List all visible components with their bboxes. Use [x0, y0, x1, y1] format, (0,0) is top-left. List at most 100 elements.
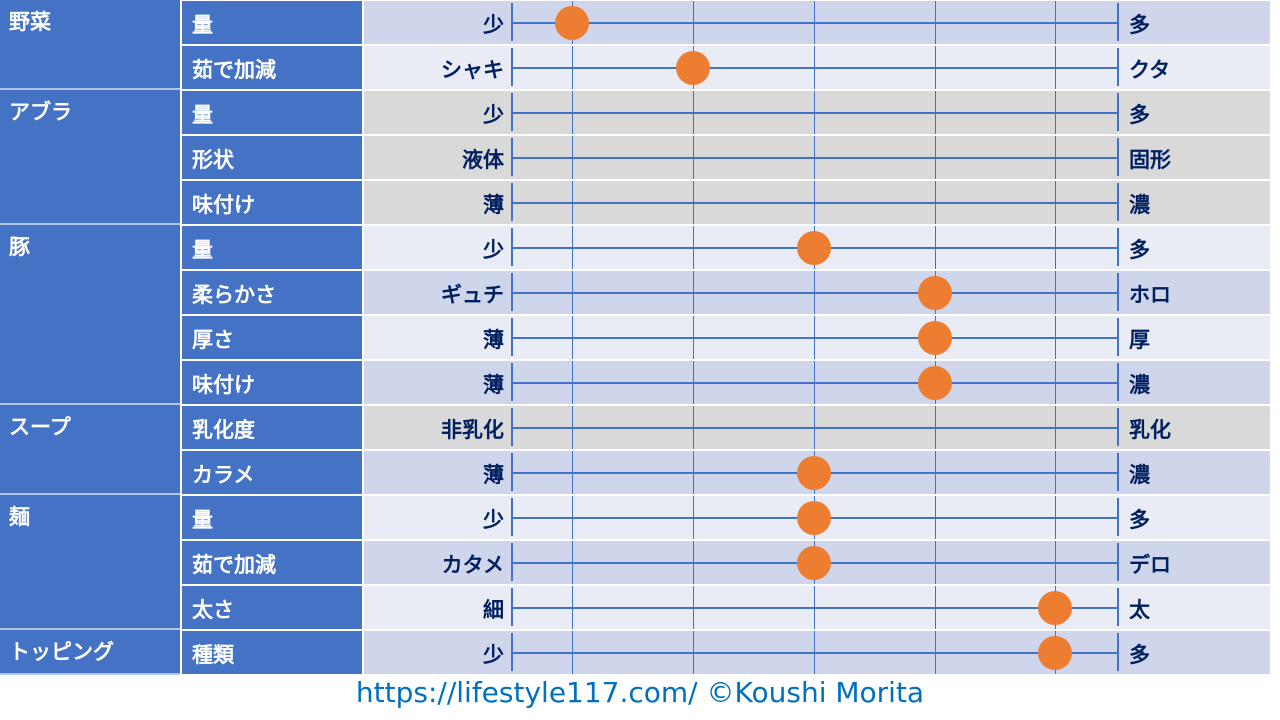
rating-dot	[1038, 591, 1073, 625]
category-cell: トッピング	[0, 630, 180, 675]
scale-tick	[693, 586, 695, 629]
scale-tick	[813, 91, 815, 134]
scale-end-left	[511, 318, 513, 356]
scale-tick	[1055, 361, 1057, 404]
scale-end-left	[511, 453, 513, 491]
scale-tick	[1055, 406, 1057, 449]
scale-end-left	[511, 48, 513, 86]
right-label: 濃	[1129, 193, 1150, 217]
scale-tick	[572, 361, 574, 404]
left-label: 薄	[483, 463, 504, 487]
scale-end-left	[511, 93, 513, 131]
item-cell: 太さ	[182, 586, 362, 629]
scale-tick	[572, 226, 574, 269]
left-label: 薄	[483, 328, 504, 352]
left-label: カタメ	[441, 553, 504, 577]
scale-tick	[572, 631, 574, 674]
rating-row: 少多	[364, 1, 1270, 44]
right-label: 濃	[1129, 373, 1150, 397]
scale-tick	[813, 1, 815, 44]
right-label: 厚	[1129, 328, 1150, 352]
scale-tick	[813, 271, 815, 314]
scale-tick	[934, 541, 936, 584]
scale-tick	[1055, 271, 1057, 314]
item-cell: 種類	[182, 631, 362, 674]
scale-tick	[572, 46, 574, 89]
scale-end-right	[1117, 3, 1119, 41]
item-cell: 乳化度	[182, 406, 362, 449]
right-label: 多	[1129, 238, 1150, 262]
category-cell: 野菜	[0, 0, 180, 90]
rating-dot	[917, 366, 952, 400]
scale-line	[512, 427, 1118, 429]
left-label: 薄	[483, 373, 504, 397]
scale-tick	[813, 361, 815, 404]
scale-tick	[1055, 46, 1057, 89]
scale-tick	[693, 316, 695, 359]
scale-line	[512, 607, 1118, 609]
scale-tick	[572, 451, 574, 494]
right-label: 多	[1129, 103, 1150, 127]
scale-end-right	[1117, 48, 1119, 86]
rating-row: 少多	[364, 496, 1270, 539]
scale-end-right	[1117, 633, 1119, 671]
scale-tick	[572, 316, 574, 359]
scale-end-right	[1117, 273, 1119, 311]
rating-dot	[1038, 636, 1073, 670]
scale-tick	[813, 46, 815, 89]
category-cell: アブラ	[0, 90, 180, 225]
scale-tick	[572, 541, 574, 584]
scale-tick	[934, 406, 936, 449]
right-label: 乳化	[1129, 418, 1171, 442]
right-label: ホロ	[1129, 283, 1171, 307]
scale-tick	[813, 316, 815, 359]
item-cell: 茹で加減	[182, 541, 362, 584]
scale-line	[512, 22, 1118, 24]
scale-end-left	[511, 228, 513, 266]
left-label: 液体	[462, 148, 504, 172]
scale-end-left	[511, 408, 513, 446]
scale-end-right	[1117, 318, 1119, 356]
scale-tick	[693, 406, 695, 449]
scale-line	[512, 112, 1118, 114]
rating-row: 薄濃	[364, 361, 1270, 404]
rating-dot	[917, 276, 952, 310]
scale-tick	[572, 181, 574, 224]
rating-row: 非乳化 乳化	[364, 406, 1270, 449]
rating-dot	[796, 501, 831, 535]
item-cell: 量	[182, 1, 362, 44]
left-label: 少	[483, 508, 504, 532]
rating-dot	[917, 321, 952, 355]
scale-end-right	[1117, 408, 1119, 446]
scale-line	[512, 202, 1118, 204]
scale-tick	[693, 1, 695, 44]
scale-tick	[693, 631, 695, 674]
right-label: 多	[1129, 643, 1150, 667]
scale-tick	[934, 496, 936, 539]
scale-tick	[934, 181, 936, 224]
scale-tick	[1055, 91, 1057, 134]
scale-tick	[693, 541, 695, 584]
left-label: ギュチ	[441, 283, 504, 307]
scale-end-left	[511, 588, 513, 626]
scale-tick	[1055, 496, 1057, 539]
left-label: 薄	[483, 193, 504, 217]
scale-line	[512, 292, 1118, 294]
item-cell: 量	[182, 91, 362, 134]
scale-tick	[813, 631, 815, 674]
right-label: デロ	[1129, 553, 1171, 577]
scale-line	[512, 652, 1118, 654]
scale-tick	[572, 586, 574, 629]
scale-end-left	[511, 543, 513, 581]
item-cell: 茹で加減	[182, 46, 362, 89]
scale-tick	[572, 91, 574, 134]
rating-row: 薄濃	[364, 451, 1270, 494]
left-label: 少	[483, 103, 504, 127]
scale-end-right	[1117, 498, 1119, 536]
left-label: シャキ	[441, 58, 504, 82]
scale-line	[512, 337, 1118, 339]
rating-row: カタメ デロ	[364, 541, 1270, 584]
scale-end-left	[511, 633, 513, 671]
scale-tick	[1055, 316, 1057, 359]
scale-tick	[934, 586, 936, 629]
